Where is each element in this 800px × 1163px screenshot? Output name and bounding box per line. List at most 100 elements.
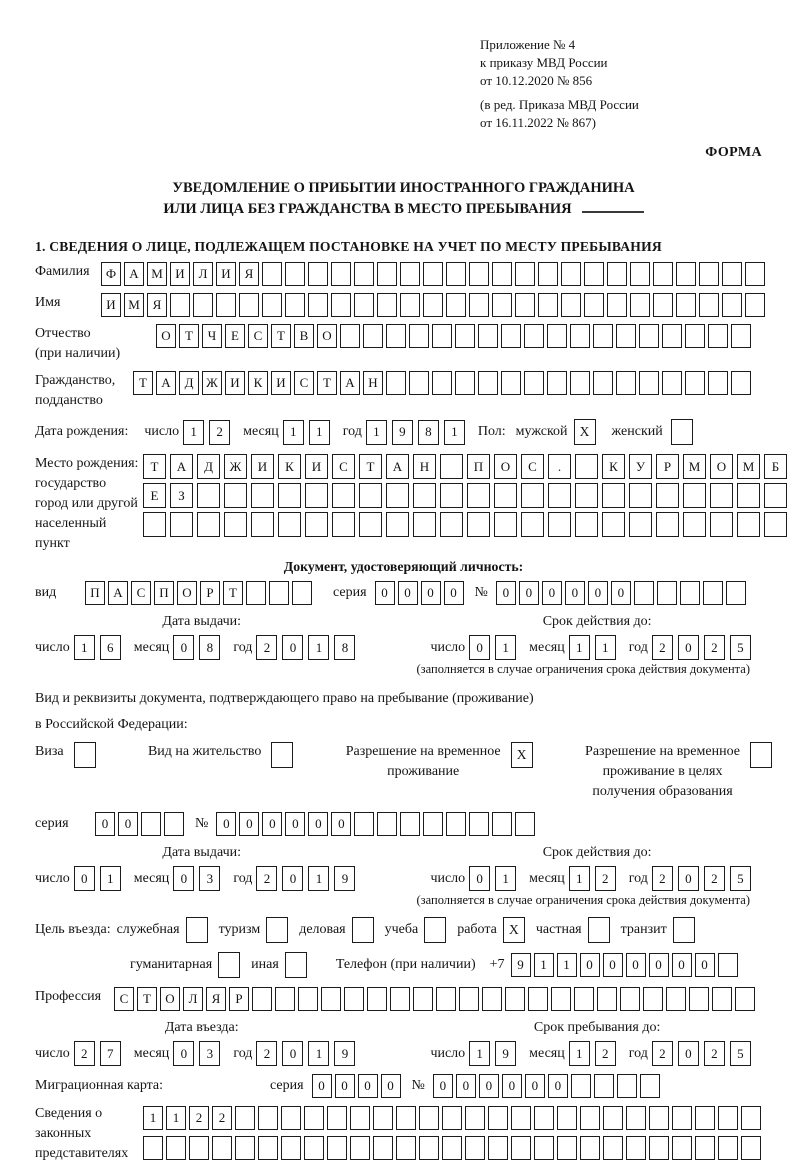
char-cell[interactable]: 0 <box>518 581 539 605</box>
char-cell[interactable]: Я <box>147 293 167 317</box>
char-cell[interactable] <box>258 1136 278 1160</box>
char-cell[interactable]: Т <box>179 324 199 348</box>
char-cell[interactable] <box>332 512 355 537</box>
char-cell[interactable]: 2 <box>256 1041 278 1066</box>
char-cell[interactable]: 1 <box>143 1106 163 1130</box>
char-cell[interactable]: 0 <box>501 1074 522 1098</box>
char-cell[interactable] <box>653 293 673 317</box>
char-cell[interactable]: 1 <box>495 635 517 660</box>
char-cell[interactable] <box>534 1136 554 1160</box>
char-cell[interactable] <box>419 1136 439 1160</box>
char-cell[interactable] <box>436 987 456 1011</box>
checkbox-work[interactable]: X <box>502 917 525 943</box>
char-cell[interactable]: 1 <box>166 1106 186 1130</box>
char-cell[interactable] <box>321 987 341 1011</box>
char-cell[interactable]: 0 <box>455 1074 476 1098</box>
char-cell[interactable]: 0 <box>173 635 195 660</box>
char-cell[interactable]: 1 <box>99 866 121 891</box>
char-cell[interactable]: 9 <box>495 1041 517 1066</box>
char-cell[interactable] <box>689 987 709 1011</box>
char-cell[interactable] <box>298 987 318 1011</box>
char-cell[interactable] <box>235 1136 255 1160</box>
char-cell[interactable]: И <box>216 262 236 286</box>
char-cell[interactable]: 2 <box>703 635 725 660</box>
char-cell[interactable]: М <box>124 293 144 317</box>
char-cell[interactable] <box>396 1136 416 1160</box>
char-cell[interactable]: В <box>294 324 314 348</box>
char-cell[interactable] <box>442 1106 462 1130</box>
char-cell[interactable] <box>616 324 636 348</box>
char-cell[interactable] <box>672 1136 692 1160</box>
char-cell[interactable]: 0 <box>694 953 715 977</box>
char-cell[interactable]: И <box>251 454 274 479</box>
char-cell[interactable] <box>377 812 398 836</box>
char-cell[interactable] <box>258 1106 278 1130</box>
checkbox-male[interactable]: X <box>573 419 596 445</box>
char-cell[interactable] <box>327 1106 347 1130</box>
char-cell[interactable]: И <box>271 371 291 395</box>
char-cell[interactable] <box>488 1136 508 1160</box>
char-cell[interactable] <box>745 293 765 317</box>
char-cell[interactable] <box>616 1074 637 1098</box>
char-cell[interactable] <box>731 371 751 395</box>
char-cell[interactable]: А <box>170 454 193 479</box>
char-cell[interactable]: 0 <box>334 1074 355 1098</box>
char-cell[interactable]: 0 <box>239 812 260 836</box>
char-cell[interactable] <box>492 812 513 836</box>
char-cell[interactable]: 0 <box>541 581 562 605</box>
char-cell[interactable] <box>344 987 364 1011</box>
char-cell[interactable]: 2 <box>651 635 673 660</box>
char-cell[interactable] <box>386 512 409 537</box>
char-cell[interactable]: М <box>147 262 167 286</box>
char-cell[interactable]: 5 <box>729 635 751 660</box>
char-cell[interactable] <box>708 324 728 348</box>
char-cell[interactable]: Ч <box>202 324 222 348</box>
char-cell[interactable]: О <box>710 454 733 479</box>
char-cell[interactable] <box>492 262 512 286</box>
char-cell[interactable] <box>166 1136 186 1160</box>
char-cell[interactable] <box>735 987 755 1011</box>
char-cell[interactable]: О <box>177 581 197 605</box>
checkbox-official[interactable] <box>185 917 208 943</box>
char-cell[interactable] <box>354 262 374 286</box>
char-cell[interactable]: И <box>225 371 245 395</box>
char-cell[interactable]: 2 <box>73 1041 95 1066</box>
char-cell[interactable] <box>494 483 517 508</box>
char-cell[interactable] <box>170 293 190 317</box>
char-cell[interactable]: 0 <box>374 581 395 605</box>
char-cell[interactable] <box>423 293 443 317</box>
char-cell[interactable] <box>251 483 274 508</box>
char-cell[interactable]: 2 <box>212 1106 232 1130</box>
char-cell[interactable] <box>602 483 625 508</box>
char-cell[interactable] <box>285 293 305 317</box>
char-cell[interactable] <box>143 1136 163 1160</box>
char-cell[interactable] <box>465 1106 485 1130</box>
char-cell[interactable]: С <box>521 454 544 479</box>
char-cell[interactable] <box>511 1106 531 1130</box>
char-cell[interactable] <box>524 371 544 395</box>
char-cell[interactable]: 1 <box>568 866 590 891</box>
char-cell[interactable] <box>710 483 733 508</box>
char-cell[interactable] <box>602 512 625 537</box>
char-cell[interactable] <box>538 262 558 286</box>
char-cell[interactable]: 2 <box>256 635 278 660</box>
char-cell[interactable] <box>409 371 429 395</box>
char-cell[interactable] <box>478 324 498 348</box>
char-cell[interactable] <box>432 371 452 395</box>
checkbox-business[interactable] <box>351 917 374 943</box>
char-cell[interactable] <box>764 483 787 508</box>
char-cell[interactable] <box>702 581 723 605</box>
char-cell[interactable] <box>561 262 581 286</box>
char-cell[interactable]: Ж <box>202 371 222 395</box>
char-cell[interactable]: 0 <box>648 953 669 977</box>
char-cell[interactable]: О <box>160 987 180 1011</box>
char-cell[interactable]: 1 <box>308 635 330 660</box>
char-cell[interactable] <box>164 812 184 836</box>
checkbox-humanitarian[interactable] <box>218 952 241 978</box>
char-cell[interactable] <box>400 812 421 836</box>
char-cell[interactable] <box>419 1106 439 1130</box>
char-cell[interactable]: 8 <box>417 419 439 445</box>
char-cell[interactable]: 9 <box>391 419 413 445</box>
char-cell[interactable]: 1 <box>568 1041 590 1066</box>
char-cell[interactable] <box>292 581 312 605</box>
